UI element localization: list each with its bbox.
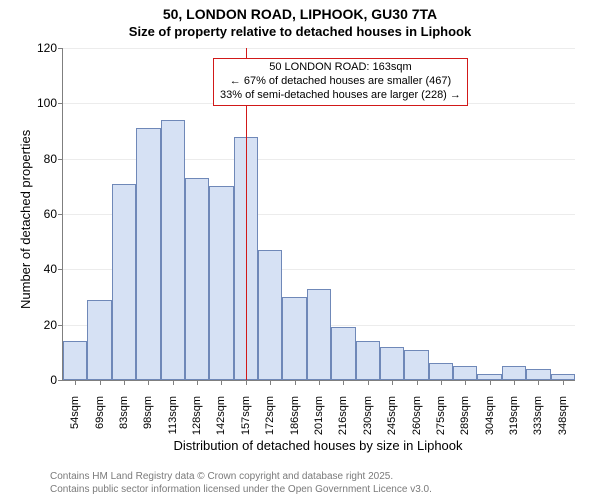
ytick-label: 40 <box>44 262 63 276</box>
xtick-mark <box>490 380 491 385</box>
histogram-bar <box>453 366 477 380</box>
xtick-label: 157sqm <box>240 392 252 435</box>
annotation-line2: ← 67% of detached houses are smaller (46… <box>220 75 461 89</box>
xtick-label: 245sqm <box>386 392 398 435</box>
annotation-line1: 50 LONDON ROAD: 163sqm <box>220 61 461 75</box>
histogram-bar <box>136 128 160 380</box>
chart-footer: Contains HM Land Registry data © Crown c… <box>50 471 432 496</box>
xtick-label: 260sqm <box>411 392 423 435</box>
xtick-mark <box>465 380 466 385</box>
xtick-label: 216sqm <box>337 392 349 435</box>
xtick-label: 348sqm <box>557 392 569 435</box>
histogram-bar <box>258 250 282 380</box>
xtick-mark <box>563 380 564 385</box>
xtick-mark <box>343 380 344 385</box>
xtick-mark <box>197 380 198 385</box>
histogram-bar <box>331 327 355 380</box>
ytick-label: 0 <box>50 373 63 387</box>
annotation-line3: 33% of semi-detached houses are larger (… <box>220 89 461 103</box>
xtick-label: 289sqm <box>459 392 471 435</box>
ytick-label: 60 <box>44 207 63 221</box>
xtick-mark <box>221 380 222 385</box>
histogram-bar <box>185 178 209 380</box>
histogram-bar <box>112 184 136 380</box>
xtick-label: 333sqm <box>532 392 544 435</box>
ytick-label: 20 <box>44 318 63 332</box>
xtick-label: 83sqm <box>118 392 130 429</box>
xtick-mark <box>538 380 539 385</box>
histogram-bar <box>282 297 306 380</box>
xtick-label: 275sqm <box>435 392 447 435</box>
xtick-mark <box>124 380 125 385</box>
ytick-label: 120 <box>37 41 63 55</box>
xtick-mark <box>246 380 247 385</box>
annotation-box: 50 LONDON ROAD: 163sqm ← 67% of detached… <box>213 58 468 106</box>
chart-title-main: 50, LONDON ROAD, LIPHOOK, GU30 7TA <box>0 6 600 24</box>
xtick-label: 230sqm <box>362 392 374 435</box>
histogram-bar <box>526 369 550 380</box>
xtick-label: 98sqm <box>142 392 154 429</box>
histogram-bar <box>209 186 233 380</box>
y-axis-title: Number of detached properties <box>18 130 33 309</box>
xtick-label: 128sqm <box>191 392 203 435</box>
histogram-bar <box>307 289 331 380</box>
xtick-label: 142sqm <box>215 392 227 435</box>
xtick-mark <box>75 380 76 385</box>
xtick-label: 319sqm <box>508 392 520 435</box>
xtick-label: 172sqm <box>264 392 276 435</box>
xtick-mark <box>295 380 296 385</box>
histogram-bar <box>356 341 380 380</box>
xtick-label: 113sqm <box>167 392 179 434</box>
histogram-bar <box>63 341 87 380</box>
xtick-label: 186sqm <box>289 392 301 435</box>
histogram-bar <box>429 363 453 380</box>
xtick-label: 54sqm <box>69 392 81 429</box>
ytick-label: 100 <box>37 96 63 110</box>
xtick-mark <box>392 380 393 385</box>
xtick-label: 304sqm <box>484 392 496 435</box>
xtick-mark <box>173 380 174 385</box>
histogram-bar <box>87 300 111 380</box>
xtick-label: 201sqm <box>313 392 325 435</box>
histogram-bar <box>404 350 428 380</box>
footer-line1: Contains HM Land Registry data © Crown c… <box>50 471 432 484</box>
xtick-mark <box>319 380 320 385</box>
histogram-bar <box>551 374 575 380</box>
property-size-chart: 50, LONDON ROAD, LIPHOOK, GU30 7TA Size … <box>0 0 600 500</box>
histogram-bar <box>161 120 185 380</box>
histogram-bar <box>502 366 526 380</box>
histogram-bar <box>477 374 501 380</box>
chart-title-block: 50, LONDON ROAD, LIPHOOK, GU30 7TA Size … <box>0 0 600 40</box>
xtick-mark <box>148 380 149 385</box>
chart-title-sub: Size of property relative to detached ho… <box>0 24 600 40</box>
ytick-label: 80 <box>44 152 63 166</box>
xtick-mark <box>100 380 101 385</box>
xtick-mark <box>417 380 418 385</box>
x-axis-title: Distribution of detached houses by size … <box>62 438 574 453</box>
xtick-mark <box>270 380 271 385</box>
xtick-mark <box>368 380 369 385</box>
histogram-bar <box>380 347 404 380</box>
xtick-mark <box>441 380 442 385</box>
xtick-label: 69sqm <box>94 392 106 429</box>
plot-area: 50 LONDON ROAD: 163sqm ← 67% of detached… <box>62 48 575 381</box>
footer-line2: Contains public sector information licen… <box>50 484 432 497</box>
xtick-mark <box>514 380 515 385</box>
